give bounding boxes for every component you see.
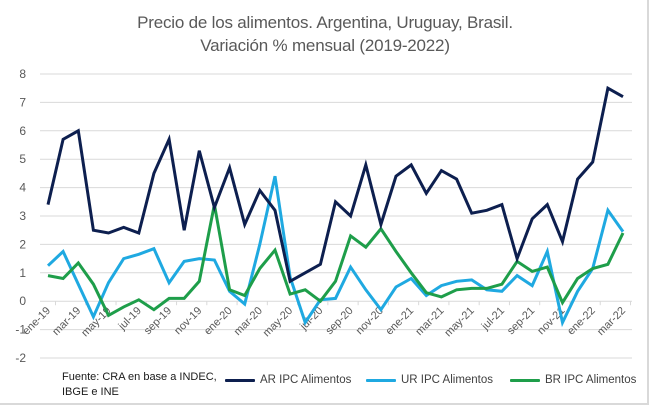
chart-title: Precio de los alimentos. Argentina, Urug… <box>137 13 513 32</box>
legend-label-ur: UR IPC Alimentos <box>401 374 494 386</box>
x-tick-label: may-21 <box>442 305 476 339</box>
x-tick-label: mar-21 <box>413 305 446 338</box>
x-tick-label: sep-21 <box>505 305 537 337</box>
series-line-ar <box>46 85 624 284</box>
x-tick-label: sep-19 <box>142 305 174 337</box>
x-tick-label: sep-20 <box>323 305 355 337</box>
source-line-1: Fuente: CRA en base a INDEC, <box>62 371 217 383</box>
legend-label-br: BR IPC Alimentos <box>545 374 637 386</box>
y-tick-label: 7 <box>19 95 26 109</box>
series-line-br <box>47 204 625 318</box>
x-tick-label: ene-19 <box>20 305 53 338</box>
x-tick-label: jul-21 <box>479 305 507 333</box>
x-tick-label: ene-20 <box>202 305 235 338</box>
legend-item-br: BR IPC Alimentos <box>510 374 636 386</box>
y-axis-ticks: 8 7 6 5 4 3 2 1 0 -1 -2 <box>15 67 26 365</box>
series-lines <box>46 85 625 328</box>
x-tick-label: mar-20 <box>232 305 265 338</box>
y-tick-label: 1 <box>19 266 26 280</box>
y-tick-label: -1 <box>15 323 26 337</box>
y-tick-label: 5 <box>19 152 26 166</box>
legend-swatch-br <box>510 378 540 382</box>
legend-swatch-ur <box>366 378 396 382</box>
y-tick-label: 6 <box>19 124 26 138</box>
x-tick-label: mar-22 <box>595 305 628 338</box>
y-tick-label: 2 <box>19 237 26 251</box>
legend-item-ur: UR IPC Alimentos <box>366 374 493 386</box>
y-tick-label: 0 <box>19 294 26 308</box>
source-line-2: IBGE e INE <box>62 386 119 398</box>
y-tick-label: 8 <box>19 67 26 81</box>
x-tick-label: nov-19 <box>172 305 204 337</box>
y-tick-label: 3 <box>19 209 26 223</box>
legend-item-ar: AR IPC Alimentos <box>225 374 351 386</box>
legend-swatch-ar <box>225 378 255 382</box>
y-tick-label: -2 <box>15 351 26 365</box>
chart-subtitle: Variación % mensual (2019-2022) <box>200 36 450 55</box>
legend-label-ar: AR IPC Alimentos <box>260 374 352 386</box>
series-line-ur <box>46 175 625 328</box>
y-tick-label: 4 <box>19 181 26 195</box>
x-tick-label: ene-21 <box>384 305 417 338</box>
x-tick-label: may-20 <box>261 305 295 339</box>
x-tick-label: mar-19 <box>50 305 83 338</box>
source-annotation: Fuente: CRA en base a INDEC, IBGE e INE <box>62 370 217 400</box>
